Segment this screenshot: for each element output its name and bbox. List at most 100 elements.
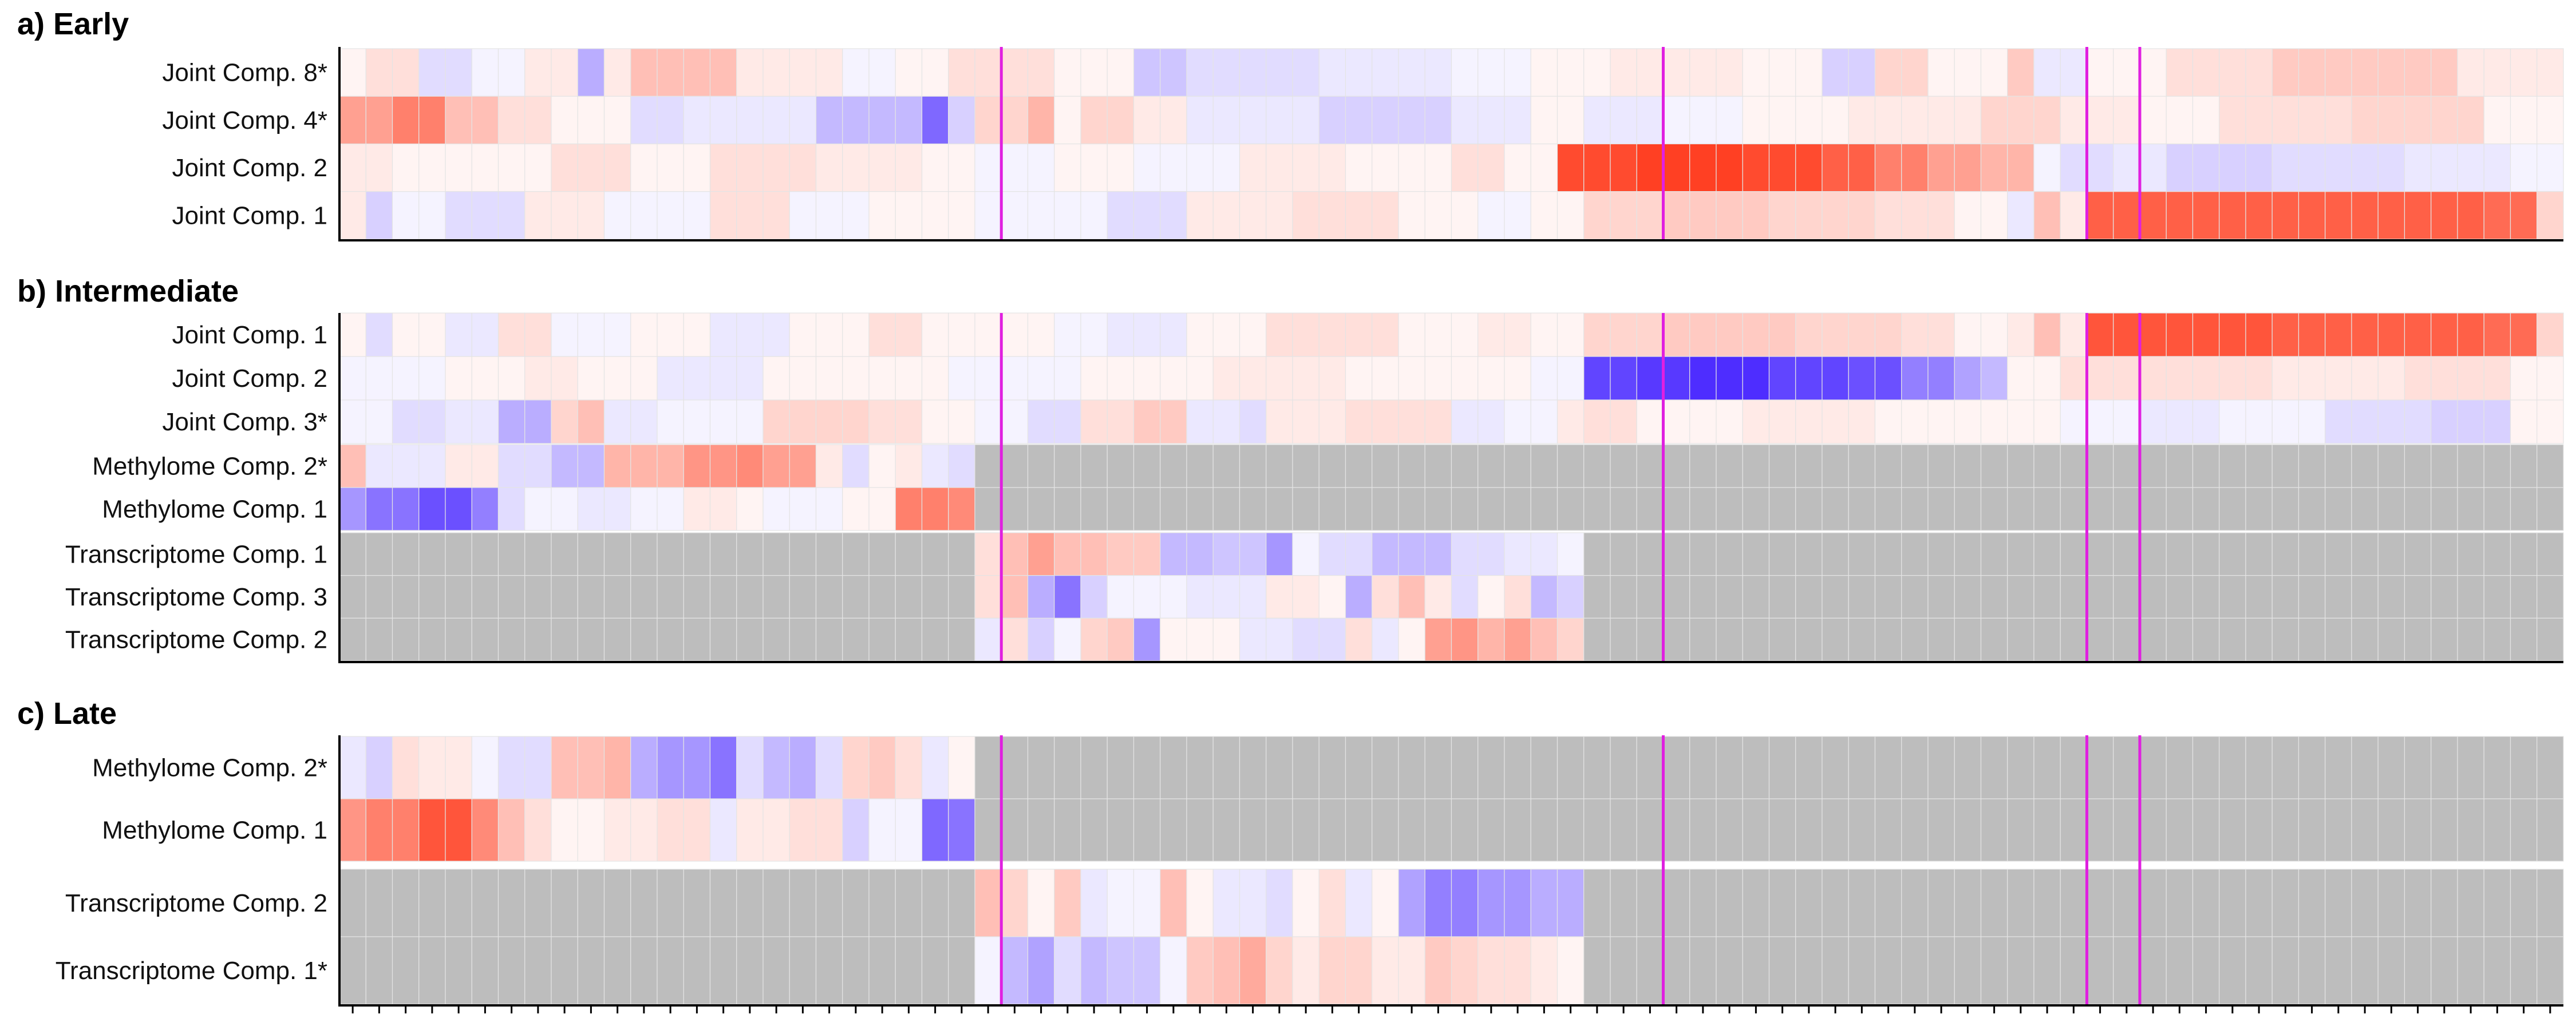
heatmap-cell-missing (2060, 617, 2088, 661)
heatmap-cell (1504, 143, 1531, 192)
heatmap-cell (1239, 191, 1267, 240)
heatmap-cell (471, 312, 499, 357)
heatmap-cell (1107, 575, 1135, 619)
heatmap-cell-missing (762, 936, 790, 1005)
heatmap-cell-missing (1874, 617, 1902, 661)
heatmap-cell (1212, 96, 1240, 145)
heatmap-cell (2192, 356, 2220, 401)
heatmap-cell (524, 48, 552, 97)
heatmap-cell (789, 191, 817, 240)
heatmap-cell-missing (1610, 575, 1637, 619)
heatmap-cell (2166, 48, 2194, 97)
heatmap-cell (1477, 191, 1505, 240)
heatmap-cell (1186, 869, 1214, 937)
heatmap-cell-missing (1954, 736, 1982, 799)
heatmap-cell-missing (2166, 444, 2194, 488)
heatmap-cell (1292, 936, 1319, 1005)
heatmap-cell-missing (657, 575, 684, 619)
heatmap-cell (1927, 399, 1955, 444)
heatmap-cell (948, 444, 975, 488)
heatmap-cell (1451, 936, 1479, 1005)
heatmap-cell (2298, 356, 2326, 401)
heatmap-cell-missing (2457, 532, 2484, 576)
heatmap-cell (2431, 143, 2458, 192)
heatmap-cell (2219, 143, 2246, 192)
heatmap-cell (1662, 312, 1690, 357)
heatmap-cell (2192, 48, 2220, 97)
heatmap-cell (657, 736, 684, 799)
heatmap-cell-missing (2086, 617, 2114, 661)
heatmap-cell (1768, 191, 1796, 240)
heatmap-cell-missing (657, 532, 684, 576)
heatmap-cell-missing (339, 575, 366, 619)
heatmap-cell (1424, 312, 1452, 357)
heatmap-cell (2086, 191, 2114, 240)
panel-intermediate: b) Intermediate Joint Comp. 1 Joint Comp.… (17, 274, 2564, 663)
heatmap-cell (842, 399, 870, 444)
heatmap-cell-missing (1027, 736, 1055, 799)
heatmap-cell (1239, 312, 1267, 357)
heatmap-cell-missing (1239, 487, 1267, 531)
heatmap-cell-missing (1636, 575, 1664, 619)
heatmap-cell-missing (551, 936, 578, 1005)
heatmap-cell (1768, 96, 1796, 145)
heatmap-cell (974, 617, 1002, 661)
heatmap-cell-missing (1239, 444, 1267, 488)
heatmap-cell (1027, 356, 1055, 401)
row-label: Joint Comp. 2 (172, 154, 327, 182)
heatmap-cell (1927, 143, 1955, 192)
heatmap-cell-missing (524, 532, 552, 576)
heatmap-cell-missing (577, 869, 605, 937)
heatmap-cell (974, 399, 1002, 444)
heatmap-cell-missing (1610, 444, 1637, 488)
heatmap-cell-missing (895, 869, 923, 937)
heatmap-cell (1477, 48, 1505, 97)
heatmap-cell (2060, 96, 2088, 145)
heatmap-cell (1027, 312, 1055, 357)
heatmap-cell (895, 444, 923, 488)
heatmap-cell-missing (1768, 936, 1796, 1005)
heatmap-cell-missing (2351, 617, 2379, 661)
heatmap-cell-missing (418, 532, 446, 576)
heatmap-cell-missing (1239, 736, 1267, 799)
heatmap-cell-missing (657, 936, 684, 1005)
heatmap-cell (630, 191, 658, 240)
heatmap-cell (1822, 143, 1849, 192)
heatmap-cell (1556, 399, 1585, 444)
heatmap-cell-missing (1927, 575, 1955, 619)
heatmap-cell (1556, 532, 1585, 576)
heatmap-cell (1345, 575, 1373, 619)
heatmap-cell-missing (2377, 575, 2405, 619)
heatmap-cell (1980, 191, 2008, 240)
heatmap-cell-missing (2219, 532, 2246, 576)
heatmap-cell-missing (445, 869, 472, 937)
heatmap-cell (1345, 48, 1373, 97)
heatmap-cell (2192, 312, 2220, 357)
heatmap-cell (1556, 936, 1585, 1005)
heatmap-cell-missing (1080, 736, 1108, 799)
heatmap-cell (2431, 399, 2458, 444)
heatmap-cell (1530, 48, 1558, 97)
heatmap-cell-missing (709, 936, 737, 1005)
heatmap-cell-missing (1662, 798, 1690, 862)
heatmap-cell-missing (974, 487, 1002, 531)
heatmap-cell (1160, 191, 1187, 240)
heatmap-cell (1239, 532, 1267, 576)
heatmap-cell-missing (2166, 532, 2194, 576)
heatmap-cell-missing (1901, 532, 1929, 576)
heatmap-cell-missing (2060, 575, 2088, 619)
heatmap-cell (1001, 143, 1029, 192)
heatmap-cell-missing (2325, 487, 2352, 531)
heatmap-cell (392, 96, 420, 145)
row-label: Methylome Comp. 2* (92, 453, 327, 481)
heatmap-cell (1160, 312, 1187, 357)
heatmap-cell (789, 356, 817, 401)
heatmap-cell-missing (1583, 444, 1611, 488)
heatmap-cell (1662, 399, 1690, 444)
heatmap-cell (868, 444, 896, 488)
heatmap-cell (392, 399, 420, 444)
heatmap-cell-missing (2483, 798, 2511, 862)
heatmap-cell-missing (2325, 869, 2352, 937)
heatmap-cell-missing (1451, 736, 1479, 799)
heatmap-cell-missing (974, 736, 1002, 799)
